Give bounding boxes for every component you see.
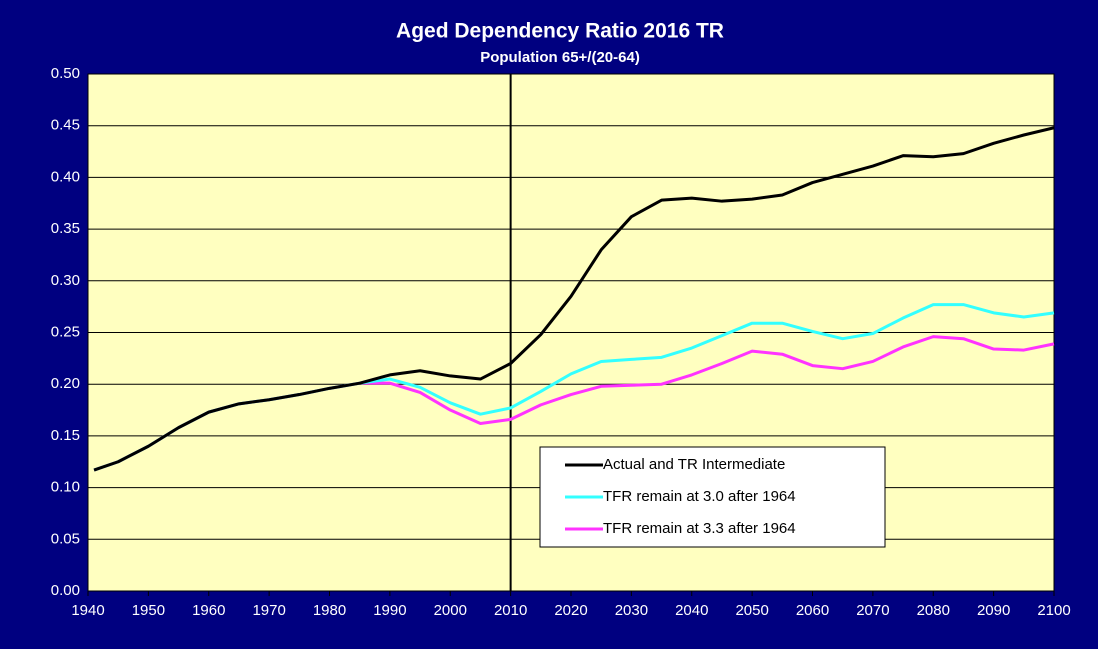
y-tick-label: 0.40 bbox=[51, 168, 80, 185]
x-tick-label: 2030 bbox=[615, 602, 648, 619]
x-tick-label: 2080 bbox=[917, 602, 950, 619]
x-tick-label: 1980 bbox=[313, 602, 346, 619]
y-tick-label: 0.00 bbox=[51, 582, 80, 599]
y-tick-label: 0.35 bbox=[51, 220, 80, 237]
x-tick-label: 1950 bbox=[132, 602, 165, 619]
chart-title: Aged Dependency Ratio 2016 TR bbox=[396, 20, 724, 43]
y-tick-label: 0.10 bbox=[51, 479, 80, 496]
x-tick-label: 2100 bbox=[1037, 602, 1070, 619]
x-tick-label: 2050 bbox=[735, 602, 768, 619]
y-tick-label: 0.45 bbox=[51, 117, 80, 134]
x-tick-label: 1960 bbox=[192, 602, 225, 619]
y-tick-label: 0.05 bbox=[51, 530, 80, 547]
x-tick-label: 2020 bbox=[554, 602, 587, 619]
x-tick-label: 2010 bbox=[494, 602, 527, 619]
legend-label: TFR remain at 3.0 after 1964 bbox=[603, 488, 796, 505]
chart-subtitle: Population 65+/(20-64) bbox=[480, 49, 640, 66]
y-tick-label: 0.30 bbox=[51, 272, 80, 289]
x-tick-label: 1970 bbox=[252, 602, 285, 619]
x-tick-label: 2090 bbox=[977, 602, 1010, 619]
x-tick-label: 2070 bbox=[856, 602, 889, 619]
y-tick-label: 0.50 bbox=[51, 65, 80, 82]
x-tick-label: 1990 bbox=[373, 602, 406, 619]
legend-label: Actual and TR Intermediate bbox=[603, 456, 785, 473]
series-line bbox=[93, 126, 1055, 472]
legend-label: TFR remain at 3.3 after 1964 bbox=[603, 520, 796, 537]
y-tick-label: 0.20 bbox=[51, 375, 80, 392]
x-tick-label: 1940 bbox=[71, 602, 104, 619]
y-tick-label: 0.25 bbox=[51, 323, 80, 340]
y-tick-label: 0.15 bbox=[51, 427, 80, 444]
x-tick-label: 2040 bbox=[675, 602, 708, 619]
x-tick-label: 2000 bbox=[434, 602, 467, 619]
x-tick-label: 2060 bbox=[796, 602, 829, 619]
